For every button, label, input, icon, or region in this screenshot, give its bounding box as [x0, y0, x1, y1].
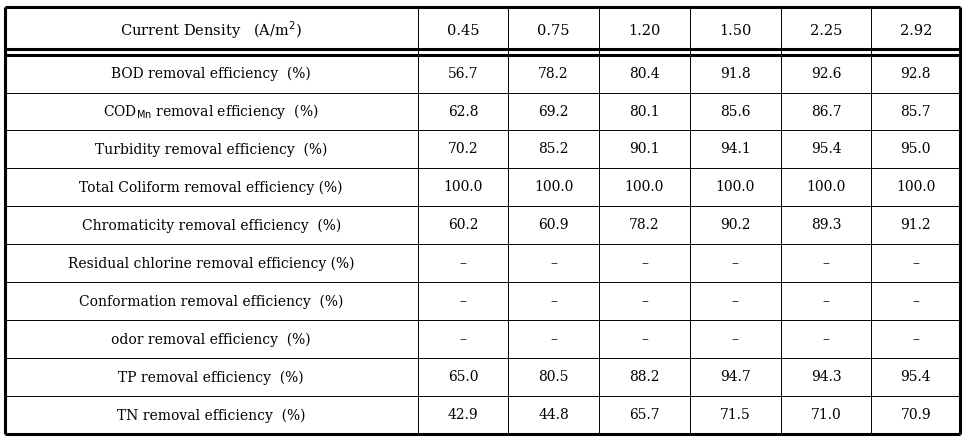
Text: –: – — [912, 257, 920, 270]
Text: 80.5: 80.5 — [538, 370, 569, 385]
Text: 1.50: 1.50 — [719, 23, 752, 37]
Text: Residual chlorine removal efficiency (%): Residual chlorine removal efficiency (%) — [68, 256, 354, 271]
Text: 60.9: 60.9 — [538, 218, 569, 232]
Text: 100.0: 100.0 — [534, 180, 573, 194]
Text: 65.7: 65.7 — [629, 408, 660, 422]
Text: 69.2: 69.2 — [538, 105, 569, 119]
Text: –: – — [731, 333, 738, 347]
Text: Chromaticity removal efficiency  (%): Chromaticity removal efficiency (%) — [82, 218, 341, 233]
Text: 78.2: 78.2 — [629, 218, 660, 232]
Text: 2.92: 2.92 — [899, 23, 932, 37]
Text: 2.25: 2.25 — [810, 23, 842, 37]
Text: 0.45: 0.45 — [447, 23, 480, 37]
Text: 100.0: 100.0 — [715, 180, 755, 194]
Text: 100.0: 100.0 — [443, 180, 482, 194]
Text: 90.1: 90.1 — [629, 142, 660, 157]
Text: –: – — [550, 295, 557, 308]
Text: –: – — [550, 333, 557, 347]
Text: Total Coliform removal efficiency (%): Total Coliform removal efficiency (%) — [79, 180, 343, 194]
Text: 88.2: 88.2 — [629, 370, 660, 385]
Text: 85.6: 85.6 — [720, 105, 751, 119]
Text: –: – — [459, 333, 466, 347]
Text: BOD removal efficiency  (%): BOD removal efficiency (%) — [111, 66, 311, 81]
Text: 1.20: 1.20 — [628, 23, 661, 37]
Text: 100.0: 100.0 — [896, 180, 935, 194]
Text: –: – — [731, 257, 738, 270]
Text: 70.2: 70.2 — [448, 142, 479, 157]
Text: 70.9: 70.9 — [900, 408, 931, 422]
Text: 86.7: 86.7 — [811, 105, 841, 119]
Text: Current Density   (A/m$^2$): Current Density (A/m$^2$) — [121, 20, 302, 41]
Text: Conformation removal efficiency  (%): Conformation removal efficiency (%) — [79, 294, 344, 309]
Text: –: – — [641, 257, 648, 270]
Text: 91.8: 91.8 — [720, 67, 751, 81]
Text: 95.0: 95.0 — [900, 142, 931, 157]
Text: 85.2: 85.2 — [538, 142, 569, 157]
Text: 80.1: 80.1 — [629, 105, 660, 119]
Text: 78.2: 78.2 — [538, 67, 569, 81]
Text: TN removal efficiency  (%): TN removal efficiency (%) — [117, 408, 306, 422]
Text: Turbidity removal efficiency  (%): Turbidity removal efficiency (%) — [95, 142, 327, 157]
Text: 44.8: 44.8 — [538, 408, 569, 422]
Text: –: – — [822, 333, 830, 347]
Text: 71.5: 71.5 — [720, 408, 751, 422]
Text: 80.4: 80.4 — [629, 67, 660, 81]
Text: –: – — [912, 333, 920, 347]
Text: 95.4: 95.4 — [811, 142, 841, 157]
Text: 71.0: 71.0 — [811, 408, 841, 422]
Text: 85.7: 85.7 — [900, 105, 931, 119]
Text: –: – — [550, 257, 557, 270]
Text: 94.7: 94.7 — [720, 370, 751, 385]
Text: 100.0: 100.0 — [807, 180, 845, 194]
Text: 89.3: 89.3 — [811, 218, 841, 232]
Text: 60.2: 60.2 — [448, 218, 479, 232]
Text: –: – — [641, 295, 648, 308]
Text: 92.8: 92.8 — [900, 67, 931, 81]
Text: odor removal efficiency  (%): odor removal efficiency (%) — [111, 332, 311, 347]
Text: 100.0: 100.0 — [624, 180, 664, 194]
Text: 65.0: 65.0 — [448, 370, 479, 385]
Text: –: – — [641, 333, 648, 347]
Text: 62.8: 62.8 — [448, 105, 479, 119]
Text: 0.75: 0.75 — [538, 23, 570, 37]
Text: 56.7: 56.7 — [448, 67, 479, 81]
Text: –: – — [822, 295, 830, 308]
Text: 92.6: 92.6 — [811, 67, 841, 81]
Text: –: – — [459, 295, 466, 308]
Text: –: – — [459, 257, 466, 270]
Text: 90.2: 90.2 — [720, 218, 751, 232]
Text: 94.1: 94.1 — [720, 142, 751, 157]
Text: –: – — [822, 257, 830, 270]
Text: –: – — [912, 295, 920, 308]
Text: COD$_{\rm Mn}$ removal efficiency  (%): COD$_{\rm Mn}$ removal efficiency (%) — [103, 102, 318, 121]
Text: –: – — [731, 295, 738, 308]
Text: 95.4: 95.4 — [900, 370, 931, 385]
Text: 94.3: 94.3 — [811, 370, 841, 385]
Text: 91.2: 91.2 — [900, 218, 931, 232]
Text: TP removal efficiency  (%): TP removal efficiency (%) — [119, 370, 304, 385]
Text: 42.9: 42.9 — [448, 408, 479, 422]
